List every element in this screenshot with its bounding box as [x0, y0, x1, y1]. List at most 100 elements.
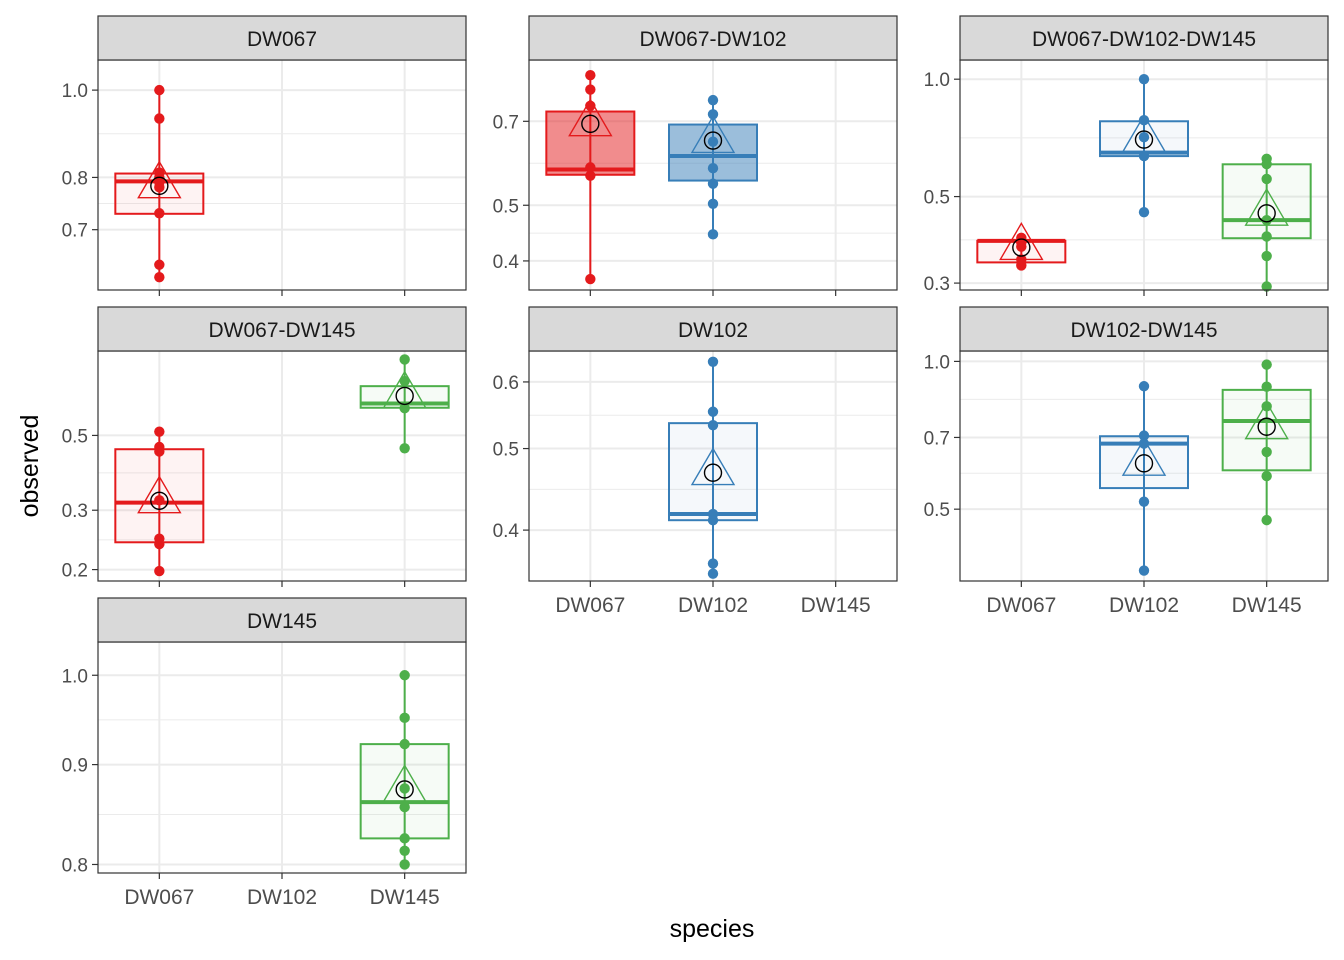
y-tick-label: 0.5 [924, 188, 950, 209]
facet-strip-label: DW067-DW102 [639, 28, 786, 51]
mean-circle [581, 114, 600, 134]
mean-circle [395, 386, 414, 406]
facet-panel: DW102-DW145 0.5 0.7 1.0 DW067 DW102 DW145 [924, 306, 1329, 617]
mean-triangle [568, 98, 613, 137]
data-point [399, 801, 410, 813]
series-dw145 [359, 354, 450, 454]
facet-panel: DW067 0.7 0.8 1.0 [62, 15, 467, 296]
x-tick-label: DW102 [678, 594, 748, 617]
facet-strip [97, 15, 467, 61]
data-point [154, 538, 165, 550]
mean-circle [1012, 238, 1031, 257]
data-point [1138, 114, 1150, 126]
data-point [707, 420, 719, 431]
y-tick-label: 0.4 [493, 521, 520, 542]
data-point [707, 356, 719, 367]
data-point [707, 94, 719, 106]
series-dw067 [114, 84, 205, 283]
data-point [707, 558, 719, 569]
mean-circle [395, 780, 414, 799]
mean-triangle [137, 160, 182, 199]
x-tick-label: DW067 [986, 594, 1056, 617]
data-point [1138, 73, 1150, 85]
data-point [1261, 250, 1272, 262]
series-dw102 [668, 356, 758, 579]
data-point [154, 495, 165, 506]
data-point [154, 271, 165, 283]
data-point [1138, 565, 1150, 576]
data-point [1261, 281, 1272, 292]
mean-triangle [690, 115, 736, 154]
series-dw067 [114, 426, 205, 577]
data-point [1138, 381, 1150, 392]
data-point [707, 136, 719, 147]
facet-strip-label: DW067-DW102-DW145 [1032, 28, 1256, 51]
facet-strip [528, 306, 898, 352]
mean-circle [703, 463, 723, 482]
facet-strip-label: DW102-DW145 [1070, 319, 1217, 342]
x-axis-title: species [670, 915, 755, 943]
data-point [1016, 241, 1027, 252]
data-point [154, 182, 165, 193]
data-point [154, 113, 165, 124]
facet-strip [97, 306, 467, 352]
y-tick-label: 0.9 [62, 756, 88, 777]
data-point [154, 259, 165, 270]
data-point [154, 446, 165, 457]
series-dw145 [359, 670, 450, 870]
y-tick-label: 0.3 [924, 274, 950, 295]
facet-panel: DW145 0.8 0.9 1.0 DW067 DW102 DW145 [62, 597, 467, 909]
facet-strip-label: DW067 [247, 28, 317, 51]
x-tick-label: DW102 [247, 886, 317, 909]
data-point [154, 426, 165, 437]
facet-panel: DW067-DW102-DW145 0.3 0.5 1.0 [924, 15, 1329, 296]
data-point [1261, 401, 1272, 412]
y-tick-label: 1.0 [62, 666, 88, 687]
data-point [585, 162, 596, 173]
data-point [1261, 381, 1272, 392]
data-point [1138, 430, 1150, 441]
mean-circle [1134, 454, 1154, 473]
data-point [707, 163, 719, 174]
data-point [1261, 231, 1272, 242]
x-tick-label: DW067 [555, 594, 625, 617]
mean-triangle [1121, 114, 1167, 153]
iqr-box [668, 422, 758, 522]
data-point [707, 568, 719, 579]
data-point [399, 670, 410, 681]
data-point [1261, 158, 1272, 170]
data-point [399, 354, 410, 365]
mean-triangle [999, 222, 1044, 261]
mean-circle [150, 176, 169, 196]
mean-triangle [137, 475, 182, 514]
data-point [1261, 214, 1272, 226]
y-tick-label: 0.4 [493, 252, 520, 273]
data-point [585, 273, 596, 285]
data-point [154, 84, 165, 96]
data-point [1138, 150, 1150, 162]
mean-triangle [382, 370, 427, 409]
mean-circle [150, 491, 169, 510]
data-point [399, 783, 410, 794]
x-tick-label: DW067 [124, 886, 194, 909]
series-dw102 [1099, 73, 1189, 218]
y-tick-label: 1.0 [924, 70, 950, 91]
mean-triangle [1244, 187, 1289, 226]
data-point [707, 198, 719, 209]
y-tick-label: 0.8 [62, 855, 88, 876]
y-tick-label: 0.8 [62, 168, 88, 189]
data-point [707, 406, 719, 417]
data-point [399, 443, 410, 454]
mean-triangle [1121, 437, 1167, 476]
data-point [399, 859, 410, 870]
x-tick-label: DW102 [1109, 594, 1179, 617]
data-point [399, 833, 410, 844]
data-point [1138, 131, 1150, 143]
y-tick-label: 0.7 [62, 221, 88, 242]
x-tick-label: DW145 [370, 886, 440, 909]
facet-strip [959, 306, 1329, 352]
data-point [154, 565, 165, 577]
mean-triangle [382, 763, 427, 803]
data-point [399, 375, 410, 387]
data-point [1261, 359, 1272, 370]
